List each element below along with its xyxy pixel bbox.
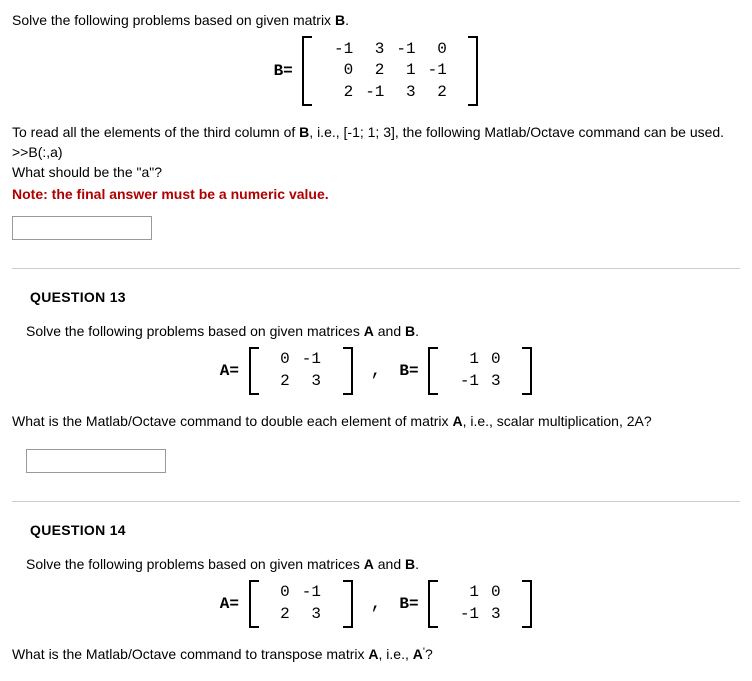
q13-comma: , — [371, 361, 382, 381]
q14-B-label: B= — [399, 595, 418, 613]
matrix-cell: -1 — [296, 349, 327, 371]
q12-B-body: -13-10021-12-132 — [322, 37, 459, 106]
q14-intro-suf: . — [415, 556, 419, 572]
bracket-right — [522, 347, 532, 395]
q14-comma: , — [371, 594, 382, 614]
q13-intro-and: and — [374, 323, 405, 339]
q13-matrices: A= 0-123 , B= 10-13 — [12, 347, 740, 395]
q13-ask: What is the Matlab/Octave command to dou… — [12, 413, 740, 429]
matrix-cell: 0 — [328, 60, 359, 82]
matrix-cell: 2 — [422, 82, 453, 104]
matrix-cell: -1 — [422, 60, 453, 82]
q14-ask-prime: ' — [423, 646, 425, 658]
matrix-cell: 3 — [296, 371, 327, 393]
matrix-cell: 1 — [390, 60, 421, 82]
q14-matrices: A= 0-123 , B= 10-13 — [12, 580, 740, 628]
q14-intro-B: B — [405, 556, 415, 572]
matrix-cell: 2 — [359, 60, 390, 82]
q14-ask: What is the Matlab/Octave command to tra… — [12, 646, 740, 662]
bracket-right — [343, 580, 353, 628]
matrix-cell: 3 — [485, 371, 507, 393]
q14-ask-Aprime: A — [413, 646, 423, 662]
q13-answer-input[interactable] — [26, 449, 166, 473]
matrix-cell: -1 — [454, 371, 485, 393]
q12-line1-b: B — [299, 124, 309, 140]
matrix-cell: 0 — [422, 39, 453, 61]
matrix-cell: 3 — [485, 604, 507, 626]
separator-1 — [12, 268, 740, 269]
q13-heading: QUESTION 13 — [30, 289, 740, 305]
q13-intro-a: Solve the following problems based on gi… — [26, 323, 364, 339]
matrix-cell: 3 — [359, 39, 390, 61]
q13-intro: Solve the following problems based on gi… — [26, 323, 740, 339]
q12-intro-matrix: B — [335, 12, 345, 28]
q14-ask-tail: ? — [425, 646, 433, 662]
q12-matrix-B: B= -13-10021-12-132 — [12, 36, 740, 106]
q12-intro-text: Solve the following problems based on gi… — [12, 12, 335, 28]
matrix-cell: 2 — [328, 82, 359, 104]
matrix-cell: 0 — [485, 582, 507, 604]
matrix-cell: -1 — [328, 39, 359, 61]
q12-line1: To read all the elements of the third co… — [12, 124, 740, 140]
q13-intro-B: B — [405, 323, 415, 339]
q13-intro-suf: . — [415, 323, 419, 339]
q12-line3: What should be the "a"? — [12, 164, 740, 180]
q14-heading: QUESTION 14 — [30, 522, 740, 538]
q13-A-label: A= — [220, 362, 239, 380]
q14-B-body: 10-13 — [448, 580, 513, 627]
matrix-cell: 2 — [274, 371, 296, 393]
matrix-cell: 0 — [274, 349, 296, 371]
bracket-left — [249, 347, 259, 395]
q13-B-body: 10-13 — [448, 347, 513, 394]
q14-intro-and: and — [374, 556, 405, 572]
bracket-right — [343, 347, 353, 395]
q14-intro: Solve the following problems based on gi… — [26, 556, 740, 572]
bracket-left — [249, 580, 259, 628]
matrix-cell: 0 — [274, 582, 296, 604]
q14-ask-a: What is the Matlab/Octave command to tra… — [12, 646, 368, 662]
q13-ask-A: A — [452, 413, 462, 429]
q12-intro-suffix: . — [345, 12, 349, 28]
q14-A-body: 0-123 — [268, 580, 333, 627]
q13-intro-A: A — [364, 323, 374, 339]
matrix-cell: 3 — [390, 82, 421, 104]
q14-intro-A: A — [364, 556, 374, 572]
matrix-cell: -1 — [296, 582, 327, 604]
bracket-left — [428, 580, 438, 628]
q12-line1-c: , i.e., [-1; 1; 3], the following Matlab… — [309, 124, 724, 140]
q14-intro-a: Solve the following problems based on gi… — [26, 556, 364, 572]
q14-ask-b: , i.e., — [379, 646, 413, 662]
matrix-cell: -1 — [359, 82, 390, 104]
matrix-cell: 0 — [485, 349, 507, 371]
q12-line2: >>B(:,a) — [12, 144, 740, 160]
bracket-left — [428, 347, 438, 395]
matrix-cell: -1 — [454, 604, 485, 626]
q14-A-label: A= — [220, 595, 239, 613]
matrix-cell: 1 — [454, 582, 485, 604]
matrix-cell: 2 — [274, 604, 296, 626]
q13-ask-b: , i.e., scalar multiplication, 2A? — [463, 413, 652, 429]
q12-intro: Solve the following problems based on gi… — [12, 12, 740, 28]
q14-ask-A: A — [368, 646, 378, 662]
q12-note: Note: the final answer must be a numeric… — [12, 186, 740, 202]
matrix-cell: -1 — [390, 39, 421, 61]
q12-answer-input[interactable] — [12, 216, 152, 240]
matrix-cell: 1 — [454, 349, 485, 371]
q13-B-label: B= — [399, 362, 418, 380]
matrix-cell: 3 — [296, 604, 327, 626]
q12-B-label: B= — [274, 62, 293, 80]
q12-line1-a: To read all the elements of the third co… — [12, 124, 299, 140]
separator-2 — [12, 501, 740, 502]
bracket-right — [468, 36, 478, 106]
q13-ask-a: What is the Matlab/Octave command to dou… — [12, 413, 452, 429]
bracket-left — [302, 36, 312, 106]
q13-A-body: 0-123 — [268, 347, 333, 394]
bracket-right — [522, 580, 532, 628]
